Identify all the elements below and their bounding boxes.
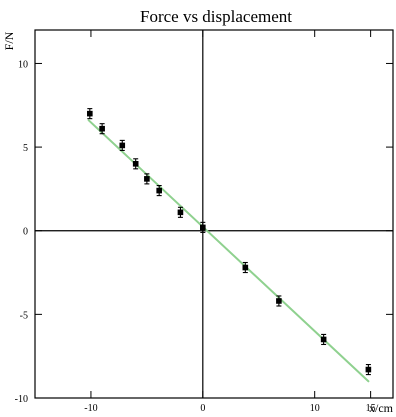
- y-tick-label: -5: [20, 310, 28, 321]
- data-point: [144, 176, 150, 182]
- data-series-group: [87, 108, 372, 383]
- x-tick-label: -10: [84, 403, 97, 414]
- plot-frame: [34, 29, 394, 399]
- data-point: [200, 224, 206, 231]
- data-point: [87, 110, 93, 117]
- data-point: [119, 142, 126, 149]
- y-tick-label: 10: [18, 59, 28, 70]
- data-point: [242, 264, 249, 271]
- data-point: [99, 125, 105, 132]
- y-tick-label: 5: [23, 143, 28, 154]
- x-axis-label: x/cm: [369, 401, 394, 415]
- tick-group: [35, 30, 393, 399]
- y-tick-label: 0: [23, 227, 28, 238]
- y-axis-label: F/N: [2, 31, 16, 50]
- data-point: [132, 161, 139, 167]
- data-point: [320, 336, 327, 343]
- data-point: [177, 209, 184, 216]
- y-tick-label: -10: [15, 394, 28, 405]
- data-point: [156, 187, 162, 194]
- x-tick-label: 0: [200, 403, 205, 414]
- data-point: [365, 366, 372, 373]
- x-tick-label: 15: [366, 403, 376, 414]
- chart-title: Force vs displacement: [140, 7, 292, 26]
- tick-label-group: -10 0 10 15 10 5 0 -5 -10: [15, 59, 376, 414]
- x-tick-label: 10: [310, 403, 320, 414]
- data-point: [276, 298, 282, 304]
